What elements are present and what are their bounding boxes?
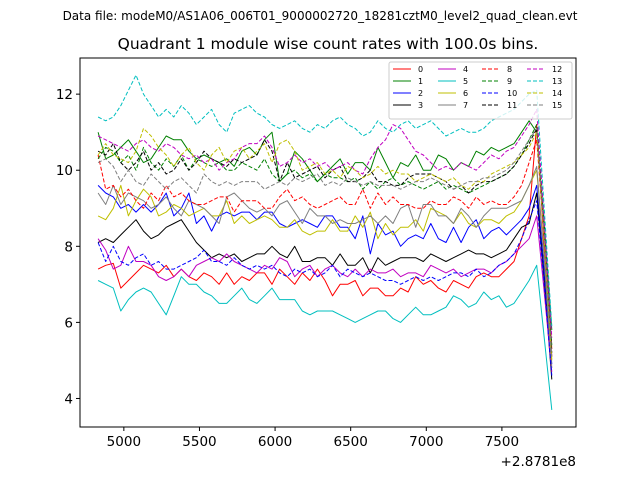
legend-label: 6 <box>463 89 468 98</box>
chart-title: Quadrant 1 module wise count rates with … <box>118 35 539 53</box>
legend-entry-8: 8 <box>482 65 512 74</box>
legend-entry-2: 2 <box>393 89 423 98</box>
y-tick-label: 6 <box>64 315 73 331</box>
legend-entry-11: 11 <box>482 101 517 110</box>
legend-entry-5: 5 <box>438 77 468 86</box>
legend-label: 12 <box>552 65 562 74</box>
legend-label: 2 <box>418 89 423 98</box>
legend-entry-7: 7 <box>438 101 468 110</box>
legend-entry-4: 4 <box>438 65 468 74</box>
legend-label: 13 <box>552 77 562 86</box>
y-tick-label: 10 <box>56 163 73 179</box>
x-tick-label: 7000 <box>409 434 443 450</box>
figure-suptitle: Data file: modeM0/AS1A06_006T01_90000027… <box>63 9 578 23</box>
x-tick-label: 6500 <box>334 434 368 450</box>
series-line-3 <box>97 192 553 380</box>
series-line-8 <box>97 139 553 350</box>
legend-label: 8 <box>507 65 512 74</box>
series-line-10 <box>97 200 553 376</box>
x-offset-label: +2.8781e8 <box>501 454 576 470</box>
legend-entry-1: 1 <box>393 77 423 86</box>
series-line-11 <box>97 127 553 353</box>
legend-label: 7 <box>463 101 468 110</box>
legend-label: 15 <box>552 101 562 110</box>
legend-label: 1 <box>418 77 423 86</box>
legend-frame <box>388 61 573 120</box>
series-layer <box>97 74 553 410</box>
y-tick-label: 8 <box>64 239 73 255</box>
series-line-5 <box>97 264 553 410</box>
x-tick-label: 5000 <box>107 434 141 450</box>
legend-entry-0: 0 <box>393 65 423 74</box>
x-tick-label: 5500 <box>182 434 216 450</box>
legend-label: 0 <box>418 65 423 74</box>
legend-entry-12: 12 <box>527 65 562 74</box>
x-axis: 5000 5500 6000 6500 7000 7500 <box>107 427 519 450</box>
legend-entry-10: 10 <box>482 89 517 98</box>
legend-entry-13: 13 <box>527 77 562 86</box>
legend-label: 4 <box>463 65 468 74</box>
legend-label: 9 <box>507 77 512 86</box>
legend-label: 10 <box>507 89 517 98</box>
series-line-15 <box>97 127 553 357</box>
y-axis: 4 6 8 10 12 <box>56 87 80 407</box>
y-tick-label: 4 <box>64 391 73 407</box>
legend-label: 3 <box>418 101 423 110</box>
y-tick-label: 12 <box>56 87 73 103</box>
series-line-13 <box>97 74 553 327</box>
series-line-7 <box>97 165 553 369</box>
legend-entry-6: 6 <box>438 89 468 98</box>
legend-label: 14 <box>552 89 562 98</box>
axes-frame <box>79 57 577 428</box>
legend-entry-9: 9 <box>482 77 512 86</box>
legend-entry-15: 15 <box>527 101 562 110</box>
series-line-9 <box>97 124 553 346</box>
x-tick-label: 6000 <box>258 434 292 450</box>
series-line-1 <box>97 120 553 331</box>
series-line-12 <box>97 108 553 338</box>
legend-label: 11 <box>507 101 517 110</box>
legend-entry-3: 3 <box>393 101 423 110</box>
series-line-4 <box>97 215 553 372</box>
legend-label: 5 <box>463 77 468 86</box>
x-tick-label: 7500 <box>485 434 519 450</box>
legend-entry-14: 14 <box>527 89 562 98</box>
